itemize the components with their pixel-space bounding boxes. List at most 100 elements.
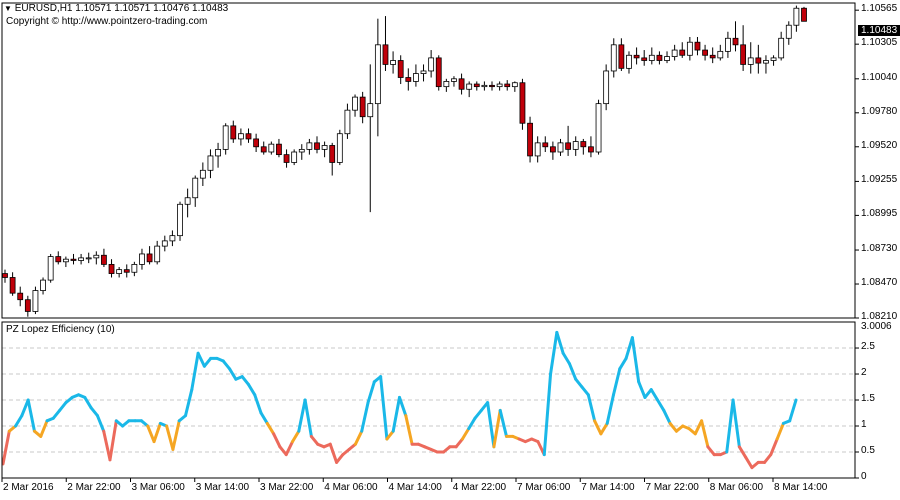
efficiency-line-segment <box>190 351 200 392</box>
efficiency-line-segment <box>624 336 634 360</box>
efficiency-line-segment <box>775 421 785 441</box>
candle <box>549 141 556 160</box>
efficiency-line-segment <box>102 429 112 462</box>
candle <box>17 286 24 307</box>
candle <box>641 50 648 66</box>
candle <box>101 248 107 268</box>
time-axis-label: 3 Mar 14:00 <box>195 482 250 493</box>
time-axis-label: 3 Mar 06:00 <box>131 482 185 493</box>
price-axis-label: 1.09255 <box>861 174 898 186</box>
efficiency-line-segment <box>309 434 320 446</box>
chart-menu-triangle-icon[interactable]: ▼ <box>4 4 12 13</box>
candle <box>314 136 320 154</box>
candle <box>504 80 511 91</box>
candle <box>702 44 708 61</box>
bear-candle-body <box>542 142 549 148</box>
candle <box>588 136 594 158</box>
efficiency-line-segment <box>291 429 301 444</box>
efficiency-line-segment <box>542 372 553 457</box>
candle <box>329 142 336 176</box>
efficiency-line-segment <box>379 375 389 441</box>
candle <box>511 81 518 92</box>
efficiency-line-segment <box>618 356 628 371</box>
price-axis-label: 1.10040 <box>861 71 898 83</box>
bear-candle-body <box>458 78 465 90</box>
efficiency-line-segment <box>146 424 156 444</box>
efficiency-line-segment <box>272 432 282 449</box>
candle <box>496 81 503 91</box>
candle <box>32 286 39 315</box>
candle <box>793 5 800 32</box>
bull-candle-body <box>199 169 206 179</box>
indicator-axis-label: 1.5 <box>861 393 875 404</box>
bull-candle-body <box>192 177 199 199</box>
candle <box>298 144 305 160</box>
candle <box>70 253 77 265</box>
efficiency-line-segment <box>165 424 175 451</box>
bull-candle-body <box>686 41 693 56</box>
bear-candle-body <box>435 57 442 88</box>
efficiency-line-segment <box>278 445 288 457</box>
efficiency-line-segment <box>599 421 609 436</box>
candle <box>139 248 145 270</box>
efficiency-line-segment <box>693 419 704 436</box>
indicator-axis-label: 1 <box>861 419 867 430</box>
bull-candle-body <box>268 143 275 153</box>
bull-candle-body <box>778 37 785 59</box>
bull-candle-body <box>428 57 435 72</box>
efficiency-line-segment <box>360 401 370 433</box>
efficiency-line-segment <box>95 414 106 433</box>
bull-candle-body <box>374 44 381 105</box>
bull-candle-body <box>572 141 579 150</box>
candle <box>2 269 8 283</box>
bull-candle-body <box>154 245 161 263</box>
candle <box>664 51 670 64</box>
bull-candle-body <box>169 235 176 242</box>
candle <box>633 47 640 65</box>
bull-candle-body <box>610 44 617 72</box>
candle <box>55 251 62 265</box>
efficiency-line-segment <box>574 377 584 389</box>
bull-candle-body <box>390 60 396 65</box>
bull-candle-body <box>47 256 54 281</box>
bear-candle-body <box>123 269 130 273</box>
candle <box>534 136 541 163</box>
efficiency-line-segment <box>1 429 11 466</box>
candle <box>466 81 473 98</box>
efficiency-line-segment <box>228 367 238 381</box>
candle <box>374 18 381 137</box>
efficiency-line-segment <box>328 442 339 464</box>
indicator-axis-label: 2 <box>861 367 867 379</box>
efficiency-line-segment <box>467 416 477 431</box>
efficiency-line-segment <box>763 453 773 464</box>
efficiency-line-segment <box>630 336 641 384</box>
price-axis-label: 1.08995 <box>861 208 898 220</box>
bull-candle-body <box>32 290 39 312</box>
candle <box>428 50 435 78</box>
candle <box>458 73 465 95</box>
candle <box>626 51 632 74</box>
price-axis-label: 1.10305 <box>861 37 898 49</box>
bear-candle-body <box>359 96 366 118</box>
candle <box>207 149 214 179</box>
candle <box>154 240 161 265</box>
copyright-text: Copyright © http://www.pointzero-trading… <box>6 16 208 27</box>
bear-candle-body <box>565 142 572 150</box>
bull-candle-body <box>85 257 92 260</box>
candle <box>230 120 237 143</box>
bear-candle-body <box>55 256 62 263</box>
indicator-max-label: 3.0006 <box>861 321 892 332</box>
bull-candle-body <box>603 70 610 105</box>
candle <box>580 138 587 155</box>
candle <box>481 81 488 91</box>
candle <box>131 261 138 277</box>
candle <box>245 128 252 143</box>
efficiency-line-segment <box>58 401 68 412</box>
bull-candle-body <box>595 103 602 153</box>
time-axis-label: 4 Mar 06:00 <box>324 482 378 493</box>
candle <box>108 259 115 278</box>
efficiency-line-segment <box>303 398 313 438</box>
bull-candle-body <box>306 142 313 150</box>
candle <box>222 123 229 155</box>
